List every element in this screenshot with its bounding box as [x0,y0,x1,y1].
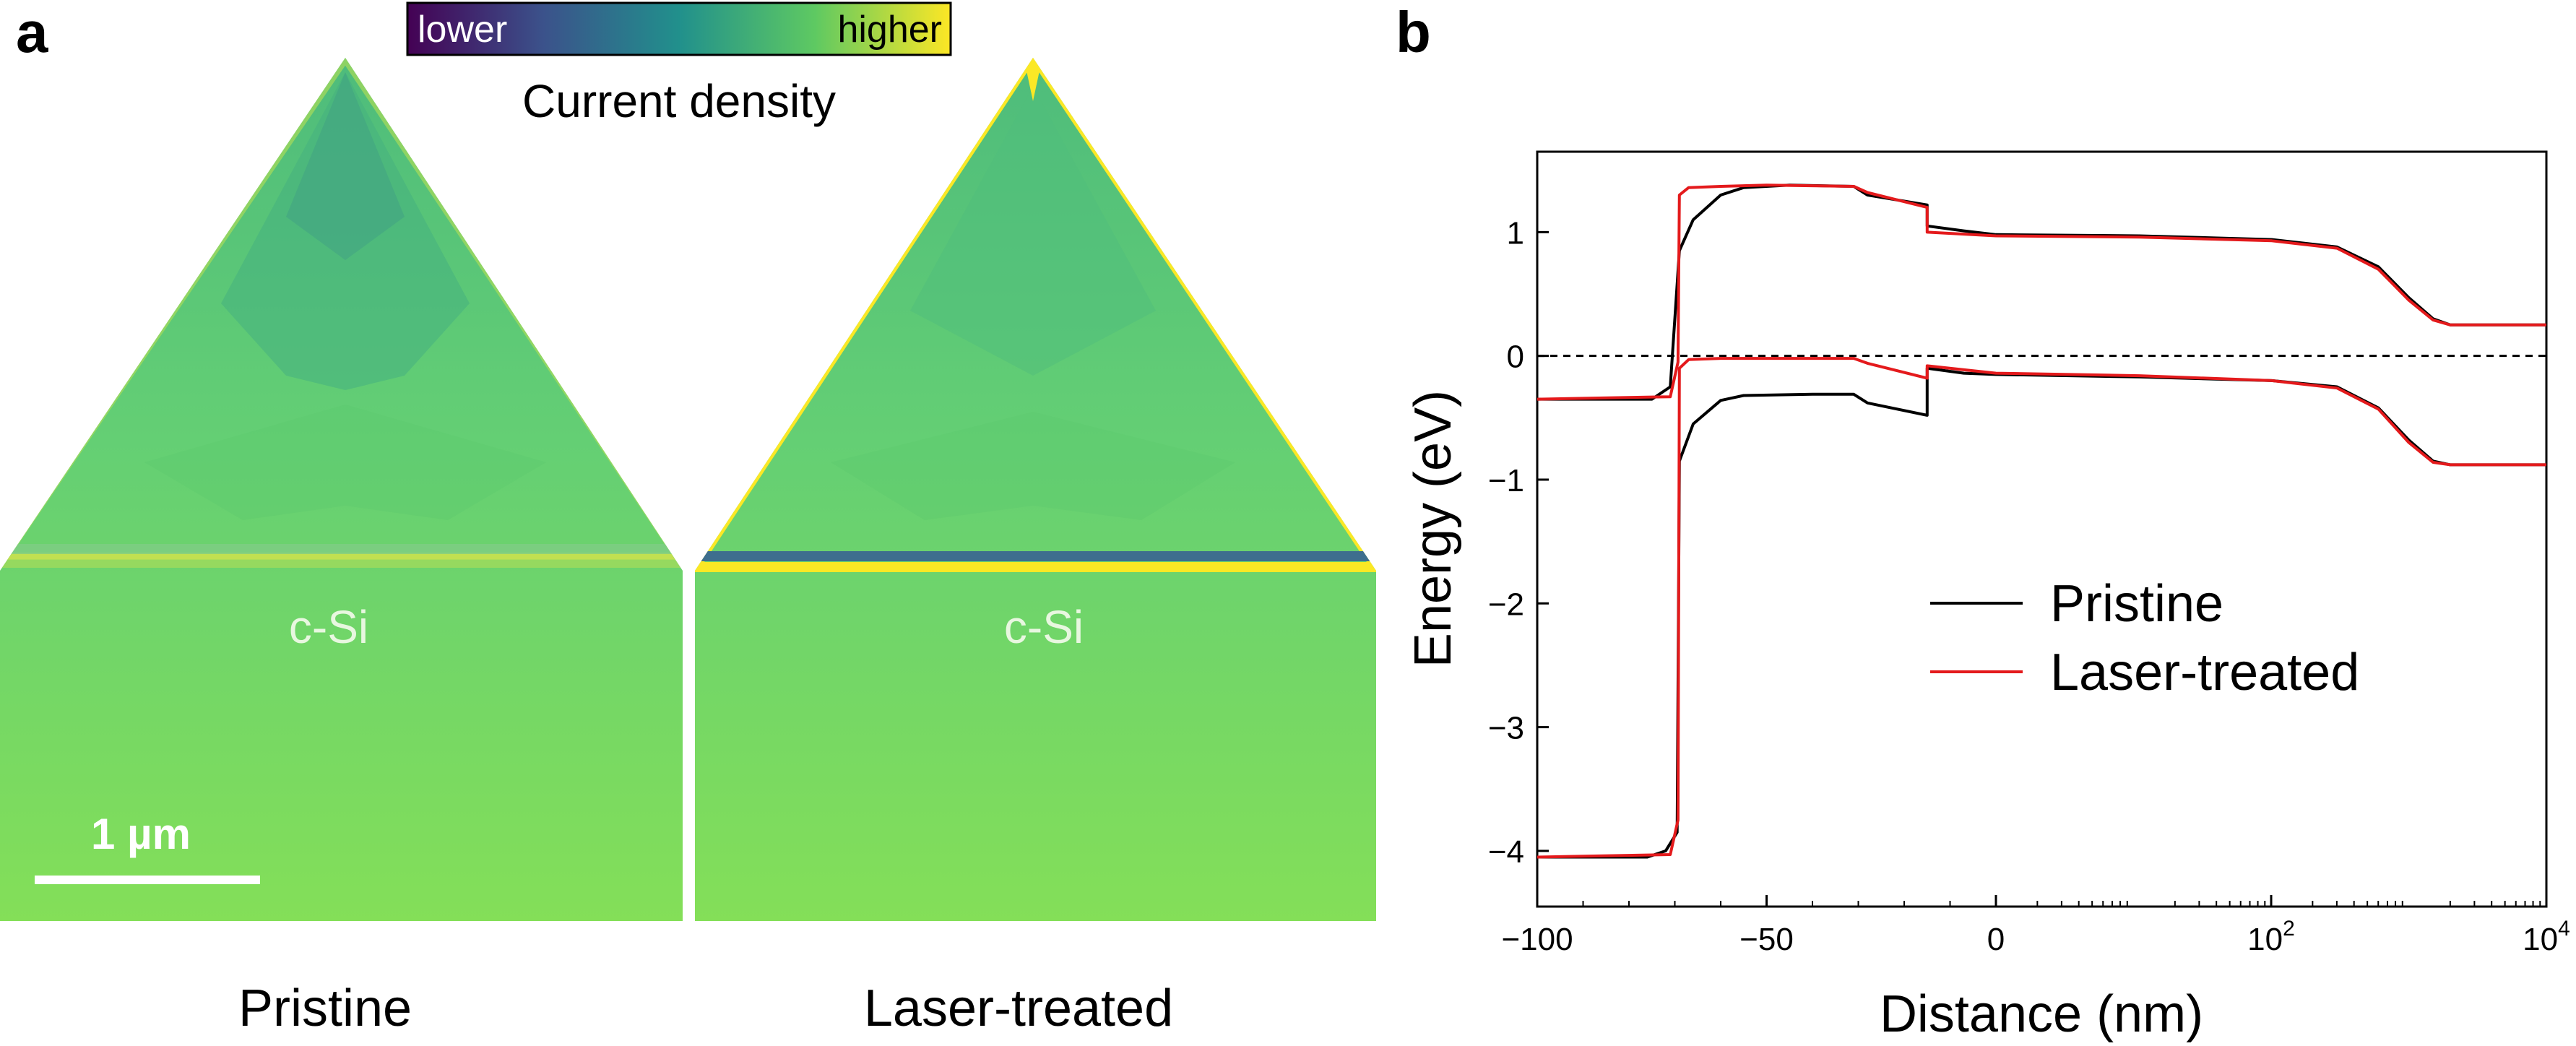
x-tick-base: −50 [1739,922,1794,957]
colorbar: lower higher Current density [406,1,952,127]
y-tick-label: 1 [1507,215,1524,251]
laser-treated-map: c-Si [695,58,1376,921]
panel-b-label: b [1396,0,1431,64]
x-tick-label: 102 [2247,917,2295,957]
laser-treated-caption: Laser-treated [864,980,1173,1037]
y-tick-label: −4 [1488,834,1524,870]
scale-bar-label: 1 µm [91,810,191,858]
pristine-caption: Pristine [238,980,412,1037]
colorbar-gradient [406,1,952,56]
x-tick-label: −50 [1739,922,1794,957]
colorbar-title: Current density [522,75,836,127]
panel-a-label: a [16,0,48,64]
band-curves [1536,183,2546,859]
x-tick-base: 0 [1987,922,2005,957]
x-axis: −100 −50 0 102 104 [1501,895,2570,957]
y-axis: 1 0 −1 −2 −3 −4 [1488,215,1549,870]
y-tick-label: −1 [1488,463,1524,498]
y-tick-label: 0 [1507,340,1524,375]
x-tick-base: −100 [1501,922,1573,957]
colorbar-high-label: higher [837,9,942,51]
x-axis-title: Distance (nm) [1880,985,2203,1043]
x-tick-base: 10 [2247,922,2283,957]
y-tick-label: −2 [1488,587,1524,622]
y-axis-title: Energy (eV) [1404,390,1462,667]
plot-frame [1536,150,2548,908]
pristine-conduction-band-line [1537,183,2546,401]
legend: Pristine Laser-treated [1930,575,2359,701]
pristine-valence-band-line [1537,366,2546,859]
legend-label-pristine: Pristine [2050,575,2223,633]
x-tick-exponent: 4 [2558,917,2570,941]
legend-label-laser-treated: Laser-treated [2050,644,2359,701]
y-tick-label: −3 [1488,711,1524,746]
laser-treated-conduction-band-line [1536,183,2546,401]
panel-a: a lower higher Current density c-Si [0,0,1376,1037]
x-tick-label: −100 [1501,922,1573,957]
scale-bar-line [35,876,260,884]
x-tick-label: 0 [1987,922,2005,957]
laser-treated-material-label: c-Si [1004,601,1084,653]
pristine-material-label: c-Si [289,601,368,653]
laser-treated-valence-band-line [1536,357,2546,859]
scale-bar: 1 µm [35,810,260,884]
pristine-map: c-Si [0,58,683,921]
x-tick-label: 104 [2523,917,2570,957]
colorbar-low-label: lower [418,9,507,51]
x-tick-exponent: 2 [2283,917,2295,941]
x-tick-base: 10 [2523,922,2558,957]
panel-b: b 10−1−2−3−4 −100 −50 0 102 104 Distance (nm… [1396,0,2570,1043]
